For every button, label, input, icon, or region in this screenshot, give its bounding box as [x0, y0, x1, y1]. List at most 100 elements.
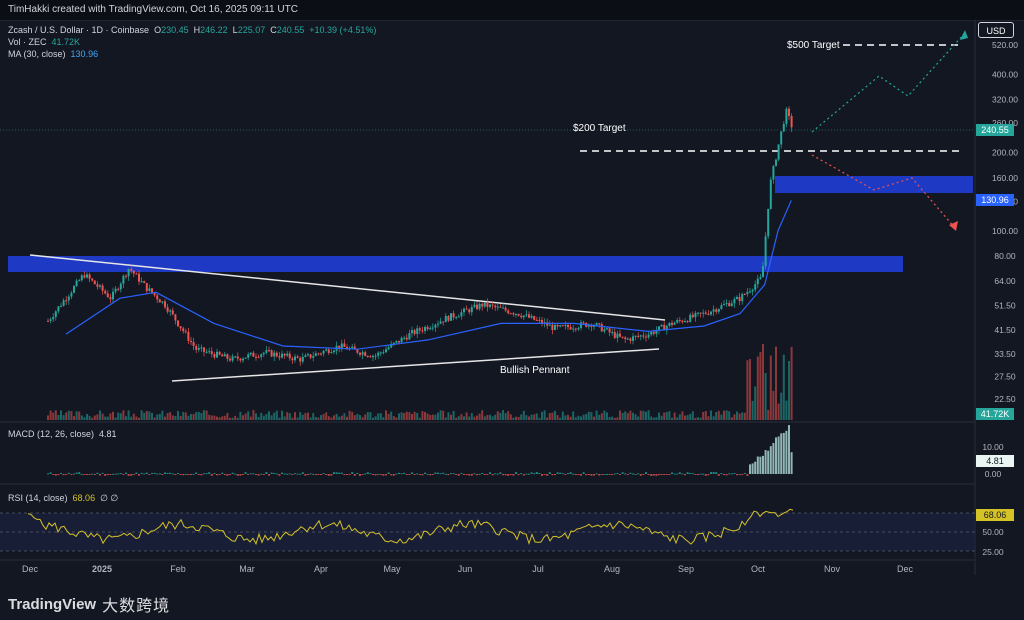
volume-bar: [400, 412, 403, 420]
volume-bar: [171, 415, 174, 420]
candle-body: [548, 324, 551, 326]
rsi-legend[interactable]: RSI (14, close) 68.06 ∅ ∅: [8, 493, 118, 504]
candle-body: [528, 314, 530, 318]
time-tick: Apr: [314, 564, 328, 574]
volume-bar: [145, 410, 148, 420]
macd-bar: [83, 474, 86, 475]
candle-body: [704, 312, 707, 314]
ma-legend[interactable]: MA (30, close) 130.96: [8, 49, 98, 59]
candle-body: [320, 353, 322, 355]
candle-body: [738, 296, 741, 302]
candle-body: [361, 352, 364, 355]
volume-bar: [663, 412, 666, 420]
macd-bar: [782, 432, 785, 474]
macd-bar: [226, 474, 229, 476]
volume-bar: [122, 410, 125, 420]
candle-body: [561, 325, 564, 327]
macd-bar: [736, 474, 738, 476]
macd-bar: [78, 472, 81, 474]
candle-body: [455, 317, 458, 319]
candle-body: [725, 303, 728, 305]
candle-body: [145, 283, 148, 292]
candle-body: [260, 354, 263, 358]
volume-bar: [681, 411, 684, 420]
candle-body: [195, 346, 198, 350]
candle-body: [96, 284, 99, 287]
volume-legend[interactable]: Vol · ZEC 41.72K: [8, 37, 80, 47]
volume-bar: [574, 417, 577, 420]
candle-body: [660, 324, 663, 327]
macd-legend[interactable]: MACD (12, 26, close) 4.81: [8, 429, 117, 439]
volume-bar: [260, 412, 263, 420]
volume-bar: [135, 416, 138, 420]
candle-body: [743, 294, 746, 296]
volume-bar: [637, 416, 640, 420]
volume-bar: [109, 413, 112, 420]
volume-bar: [382, 417, 385, 420]
candle-body: [756, 278, 759, 285]
macd-bar: [73, 473, 75, 475]
volume-bar: [603, 410, 606, 420]
volume-bar: [234, 415, 237, 420]
macd-bar: [158, 473, 161, 475]
candle-body: [626, 338, 629, 340]
candle-body: [395, 340, 398, 343]
candle-body: [491, 304, 494, 306]
candle-body: [775, 159, 777, 166]
candle-body: [184, 331, 187, 333]
macd-bar: [723, 474, 725, 475]
volume-bar: [385, 410, 387, 420]
candle-body: [515, 313, 517, 315]
candle-body: [49, 319, 52, 321]
volume-bar: [782, 354, 785, 420]
candle-body: [603, 329, 606, 332]
macd-bar: [132, 474, 135, 475]
volume-bar: [203, 410, 205, 420]
macd-bar: [47, 473, 49, 475]
candle-body: [325, 349, 328, 351]
rsi-value: 68.06: [72, 493, 96, 503]
volume-tag-text: 41.72K: [981, 409, 1010, 419]
volume-bar: [138, 417, 140, 420]
macd-bar: [637, 473, 640, 475]
volume-bar: [229, 417, 231, 420]
macd-bar: [408, 474, 411, 475]
candle-body: [621, 336, 624, 338]
macd-bar: [647, 474, 650, 475]
volume-bar: [247, 411, 250, 420]
volume-bar: [75, 411, 78, 420]
open-label: O: [154, 25, 162, 35]
currency-button[interactable]: USD: [978, 22, 1014, 38]
volume-bar: [733, 414, 736, 420]
candle-body: [340, 343, 343, 349]
volume-bar: [231, 417, 234, 420]
volume-bar: [372, 417, 374, 420]
candle-body: [655, 330, 658, 334]
price-tick: 200.00: [992, 148, 1018, 158]
symbol-legend[interactable]: Zcash / U.S. Dollar · 1D · Coinbase O230…: [8, 25, 376, 35]
candle-body: [112, 291, 114, 300]
macd-bar: [502, 474, 504, 476]
volume-bar: [374, 416, 377, 420]
macd-bar: [312, 473, 315, 475]
macd-bar: [177, 473, 179, 475]
volume-bar: [429, 414, 432, 420]
volume-bar: [611, 416, 614, 420]
volume-bar: [398, 413, 400, 420]
macd-bar: [192, 473, 195, 475]
macd-bar: [431, 474, 434, 475]
macd-bar: [101, 472, 104, 474]
volume-bar: [244, 413, 247, 420]
volume-bar: [759, 352, 762, 420]
macd-bar: [717, 474, 720, 476]
candle-body: [338, 345, 341, 349]
macd-bar: [556, 472, 559, 474]
candle-body: [590, 324, 593, 327]
macd-bar: [639, 474, 642, 476]
candle-body: [496, 306, 499, 308]
candle-body: [169, 310, 172, 312]
candle-body: [665, 325, 668, 331]
macd-bar: [447, 474, 450, 476]
candle-body: [580, 322, 582, 328]
